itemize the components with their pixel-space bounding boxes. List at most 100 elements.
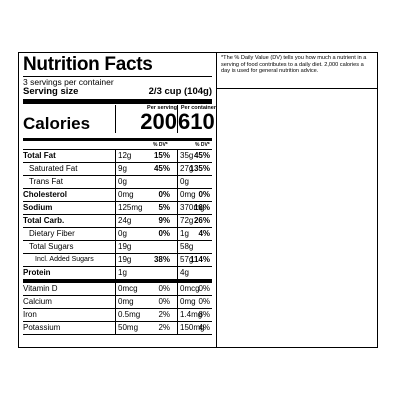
column-divider: [115, 267, 116, 279]
dv-per-container: 8%: [198, 310, 210, 319]
column-divider: [177, 189, 178, 201]
column-divider: [177, 176, 178, 188]
nutrient-name: Total Carb.: [23, 216, 65, 225]
nutrient-row: Sodium 125mg 5% 370mg 16%: [23, 202, 212, 215]
dv-per-container: 4%: [198, 323, 210, 332]
nutrient-name: Protein: [23, 268, 51, 277]
column-divider: [115, 228, 116, 240]
calories-per-container: 610: [178, 109, 215, 134]
per-container-label: Per container: [180, 105, 216, 111]
amount-per-serving: 0mg: [118, 297, 134, 306]
dv-header-container: % DV*: [195, 142, 210, 148]
dv-per-serving: 45%: [153, 164, 170, 173]
amount-per-container: 0mg: [180, 297, 196, 306]
dv-per-serving: 9%: [158, 216, 170, 225]
amount-per-serving: 24g: [118, 216, 132, 225]
nutrient-row: Protein 1g 4g: [23, 267, 212, 283]
dv-per-container: 26%: [193, 216, 210, 225]
amount-per-serving: 19g: [118, 242, 132, 251]
amount-per-container: 0mcg: [180, 284, 200, 293]
column-divider: [177, 228, 178, 240]
nutrient-name: Iron: [23, 310, 37, 319]
column-divider: [115, 241, 116, 253]
amount-per-container: 57g: [180, 255, 194, 264]
calories-row: Calories Per serving 200 Per container 6…: [23, 104, 216, 141]
dv-per-container: 0%: [198, 190, 210, 199]
column-divider: [115, 189, 116, 201]
amount-per-container: 150mg: [180, 323, 205, 332]
amount-per-serving: 0g: [118, 229, 127, 238]
column-divider: [177, 150, 178, 162]
nutrient-name: Trans Fat: [29, 177, 63, 186]
serving-size-row: Serving size 2/3 cup (104g): [23, 87, 212, 104]
column-divider: [177, 322, 178, 334]
dv-per-serving: 0%: [158, 229, 170, 238]
nutrient-row: Trans Fat 0g 0g: [23, 176, 212, 189]
nutrient-name: Vitamin D: [23, 284, 58, 293]
column-divider: [177, 283, 178, 295]
nutrition-facts-label: Nutrition Facts 3 servings per container…: [18, 52, 378, 348]
column-divider: [177, 296, 178, 308]
nutrient-row: Total Carb. 24g 9% 72g 26%: [23, 215, 212, 228]
amount-per-container: 4g: [180, 268, 189, 277]
amount-per-container: 27g: [180, 164, 194, 173]
amount-per-serving: 0.5mg: [118, 310, 141, 319]
dv-per-container: 135%: [189, 164, 210, 173]
amount-per-serving: 50mg: [118, 323, 139, 332]
nutrient-list: Total Fat 12g 15% 35g 45% Saturated Fat 9g 45% 2…: [23, 150, 212, 283]
nutrient-name: Sodium: [23, 203, 53, 212]
vitamin-row: Vitamin D 0mcg 0% 0mcg 0%: [23, 283, 212, 296]
amount-per-serving: 0mg: [118, 190, 134, 199]
amount-per-container: 1.4mg: [180, 310, 203, 319]
amount-per-serving: 12g: [118, 151, 132, 160]
dv-per-serving: 0%: [158, 190, 170, 199]
calories-per-serving: 200: [140, 109, 177, 134]
daily-value-footnote: *The % Daily Value (DV) tells you how mu…: [221, 55, 367, 75]
nutrient-row: Total Fat 12g 15% 35g 45%: [23, 150, 212, 163]
column-divider: [115, 254, 116, 266]
column-divider: [115, 296, 116, 308]
amount-per-serving: 0g: [118, 177, 127, 186]
dv-per-serving: 38%: [153, 255, 170, 264]
column-divider: [115, 283, 116, 295]
amount-per-container: 370mg: [180, 203, 205, 212]
nutrient-name: Total Fat: [23, 151, 56, 160]
nutrient-row: Saturated Fat 9g 45% 27g 135%: [23, 163, 212, 176]
footnote-box: *The % Daily Value (DV) tells you how mu…: [217, 53, 377, 89]
nutrient-name: Total Sugars: [29, 242, 74, 251]
dv-per-container: 0%: [198, 297, 210, 306]
amount-per-container: 35g: [180, 151, 194, 160]
column-divider: [177, 241, 178, 253]
dv-header-serving: % DV*: [153, 142, 168, 148]
dv-per-container: 114%: [189, 255, 210, 264]
dv-per-serving: 5%: [158, 203, 170, 212]
nutrient-name: Incl. Added Sugars: [35, 256, 94, 263]
nutrient-name: Dietary Fiber: [29, 229, 75, 238]
column-divider: [177, 202, 178, 214]
amount-per-container: 1g: [180, 229, 189, 238]
nutrient-row: Cholesterol 0mg 0% 0mg 0%: [23, 189, 212, 202]
column-divider: [115, 150, 116, 162]
nutrient-name: Cholesterol: [23, 190, 68, 199]
nutrient-row: Total Sugars 19g 58g: [23, 241, 212, 254]
amount-per-container: 72g: [180, 216, 194, 225]
amount-per-serving: 9g: [118, 164, 127, 173]
column-divider: [115, 163, 116, 175]
per-serving-label: Per serving: [147, 105, 177, 111]
column-divider: [115, 322, 116, 334]
column-divider: [115, 309, 116, 321]
dv-per-serving: 2%: [158, 323, 170, 332]
per-serving-column: Per serving 200: [115, 105, 177, 133]
nutrition-table: Nutrition Facts 3 servings per container…: [19, 53, 217, 347]
amount-per-serving: 0mcg: [118, 284, 138, 293]
amount-per-serving: 1g: [118, 268, 127, 277]
column-divider: [177, 267, 178, 279]
column-divider: [177, 163, 178, 175]
vitamin-row: Potassium 50mg 2% 150mg 4%: [23, 322, 212, 335]
column-divider: [177, 215, 178, 227]
dv-per-serving: 15%: [153, 151, 170, 160]
nutrient-name: Calcium: [23, 297, 52, 306]
dv-per-serving: 2%: [158, 310, 170, 319]
amount-per-serving: 125mg: [118, 203, 143, 212]
nutrient-name: Saturated Fat: [29, 164, 78, 173]
